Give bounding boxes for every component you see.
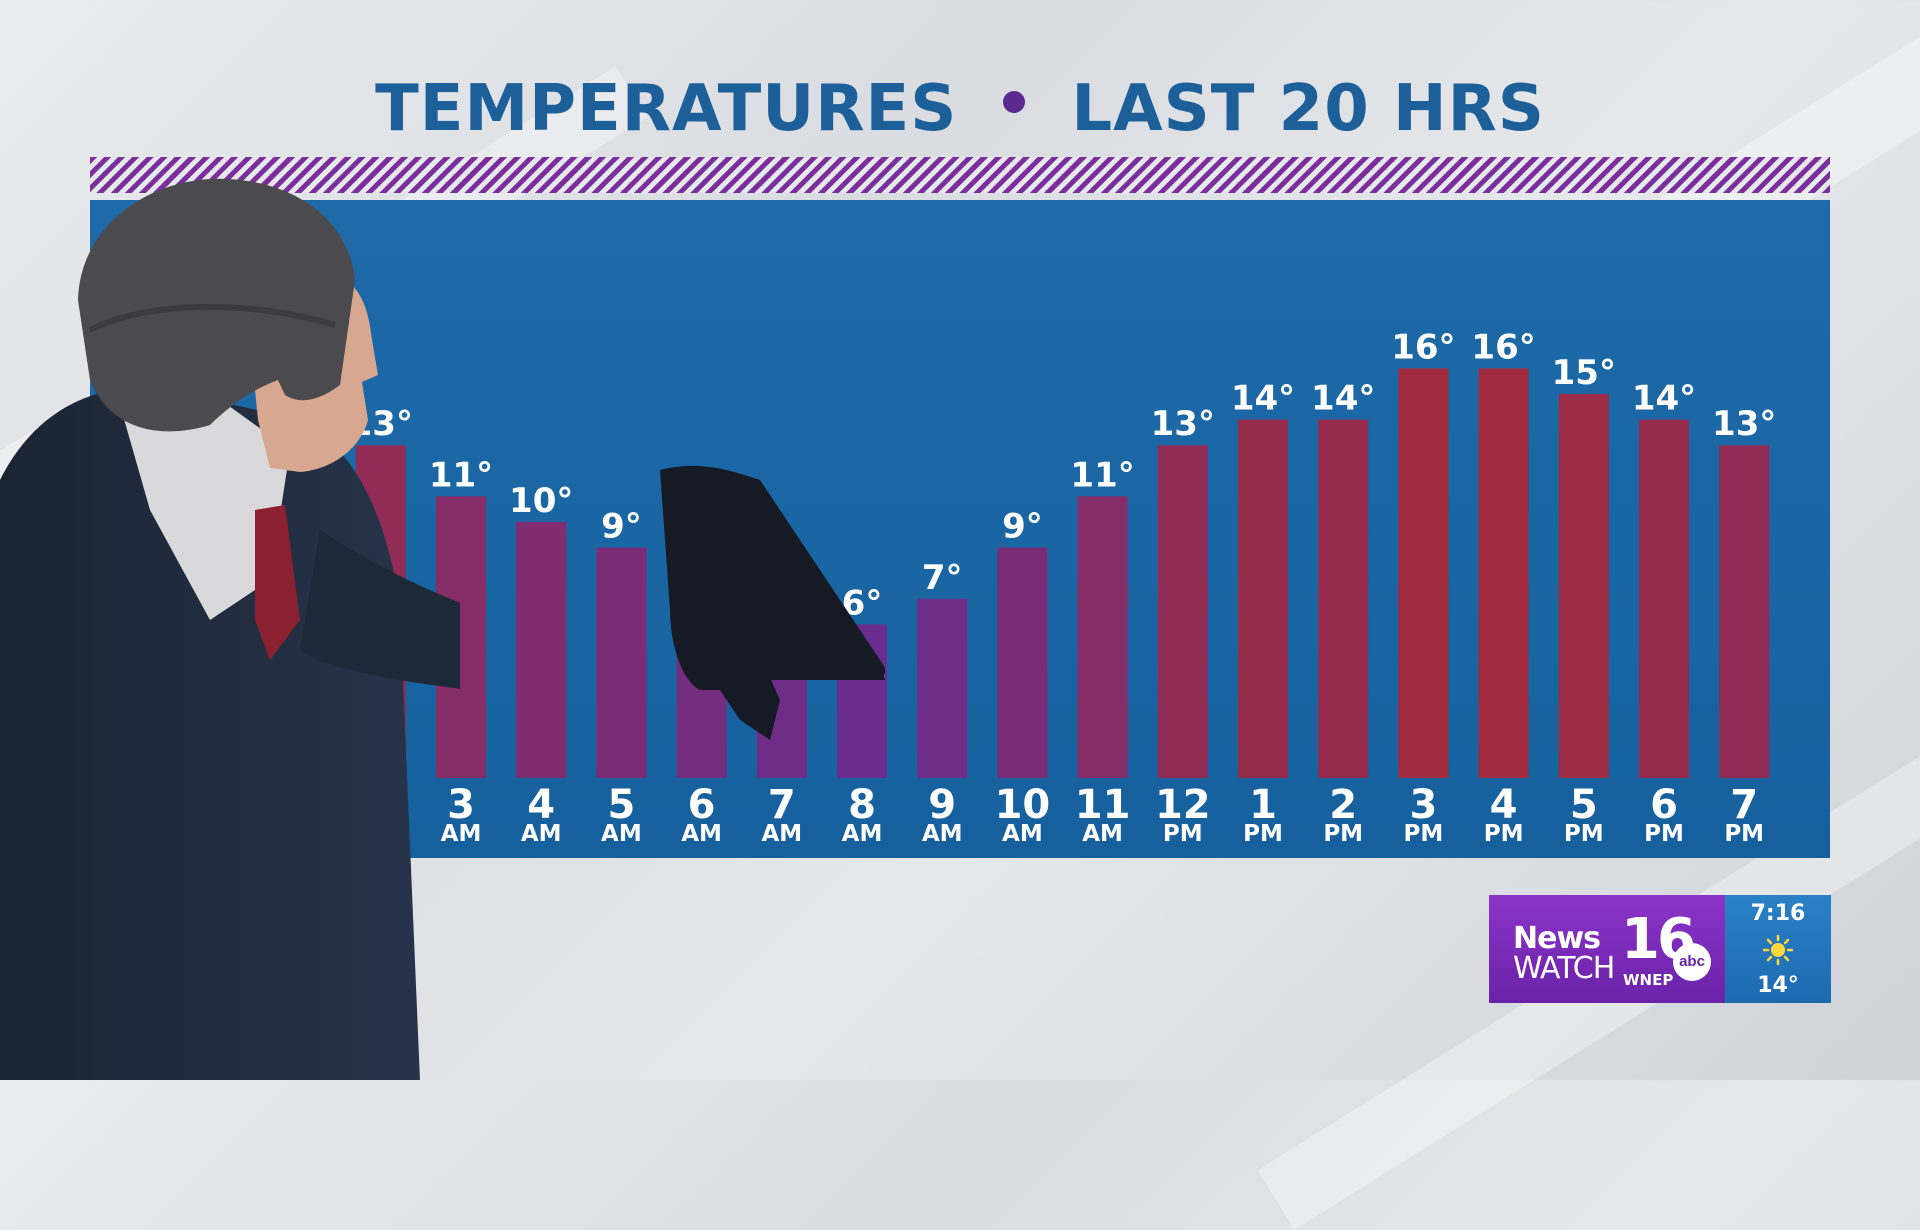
data-label: 7°	[922, 558, 963, 598]
x-tick-hour: 12	[1155, 782, 1211, 828]
newswatch-brand: News WATCH 16 WNEP abc	[1489, 895, 1725, 1003]
data-label: 16°	[1471, 327, 1535, 367]
x-tick-period: PM	[1724, 821, 1764, 847]
x-tick-hour: 11	[1075, 782, 1131, 828]
bar	[1639, 419, 1689, 778]
bar	[1558, 394, 1609, 778]
x-tick-period: AM	[441, 821, 482, 847]
x-tick-period: AM	[761, 821, 802, 847]
data-label: 13°	[1712, 404, 1776, 444]
data-label: 11°	[1070, 455, 1134, 495]
x-tick-period: AM	[521, 821, 562, 847]
x-tick-hour: 7	[1730, 782, 1758, 828]
x-tick-hour: 6	[1650, 782, 1678, 828]
x-tick-period: AM	[842, 821, 883, 847]
x-tick-hour: 4	[1490, 782, 1518, 828]
x-tick-hour: 3	[447, 782, 475, 828]
x-tick-period: PM	[1243, 821, 1283, 847]
data-label: 14°	[1311, 379, 1375, 419]
data-label: 9°	[1002, 507, 1043, 547]
x-tick-hour: 6	[688, 782, 716, 828]
x-tick-period: PM	[1404, 821, 1444, 847]
bar	[1238, 419, 1288, 778]
chart-title: TEMPERATURES LAST 20 HRS	[0, 72, 1920, 146]
x-tick-hour: 10	[995, 782, 1051, 828]
x-tick-period: AM	[681, 821, 722, 847]
bar	[1157, 445, 1208, 778]
x-tick-hour: 9	[928, 782, 956, 828]
abc-icon: abc	[1673, 943, 1711, 981]
x-tick-hour: 8	[848, 782, 876, 828]
bar	[1719, 445, 1770, 778]
data-label: 16°	[1391, 327, 1455, 367]
bar	[1398, 368, 1449, 778]
data-label: 13°	[1151, 404, 1215, 444]
bar	[1318, 419, 1369, 778]
x-tick-period: PM	[1564, 821, 1604, 847]
data-label: 14°	[1632, 379, 1696, 419]
x-tick-hour: 7	[768, 782, 796, 828]
x-tick-period: PM	[1484, 821, 1524, 847]
x-tick-period: AM	[1082, 821, 1123, 847]
bar	[1478, 368, 1529, 778]
x-tick-hour: 5	[1570, 782, 1598, 828]
x-tick-period: PM	[1323, 821, 1363, 847]
title-temperatures: TEMPERATURES	[375, 72, 958, 146]
bar	[596, 547, 647, 778]
logo-watch: WATCH	[1513, 951, 1615, 986]
x-tick-hour: 4	[527, 782, 555, 828]
bar	[516, 522, 567, 778]
current-temp: 14°	[1757, 973, 1799, 998]
x-tick-period: AM	[922, 821, 963, 847]
data-label: 14°	[1231, 379, 1295, 419]
logo-news: News	[1513, 921, 1601, 956]
data-label: 10°	[509, 481, 573, 521]
bar	[1077, 496, 1128, 778]
presenter	[0, 178, 460, 1080]
presenter-hand	[660, 465, 886, 740]
data-label: 15°	[1552, 353, 1616, 393]
x-tick-hour: 3	[1409, 782, 1437, 828]
sun-icon	[1763, 935, 1793, 965]
x-tick-period: PM	[1644, 821, 1684, 847]
current-time: 7:16	[1750, 901, 1806, 926]
x-tick-hour: 5	[607, 782, 635, 828]
x-tick-hour: 1	[1249, 782, 1277, 828]
data-label: 9°	[601, 507, 642, 547]
weather-bug: 7:16 14°	[1725, 895, 1831, 1003]
x-tick-period: AM	[1002, 821, 1043, 847]
x-tick-period: AM	[601, 821, 642, 847]
x-tick-period: PM	[1163, 821, 1203, 847]
title-last-20-hrs: LAST 20 HRS	[1071, 72, 1545, 146]
hatched-divider	[90, 157, 1830, 193]
x-tick-hour: 2	[1329, 782, 1357, 828]
bar	[997, 547, 1048, 778]
title-bullet	[1003, 91, 1026, 114]
logo-station: WNEP	[1623, 971, 1674, 989]
data-label: 11°	[429, 455, 493, 495]
station-logo: News WATCH 16 WNEP abc 7:16 14°	[1489, 895, 1831, 1003]
bar	[917, 598, 968, 778]
